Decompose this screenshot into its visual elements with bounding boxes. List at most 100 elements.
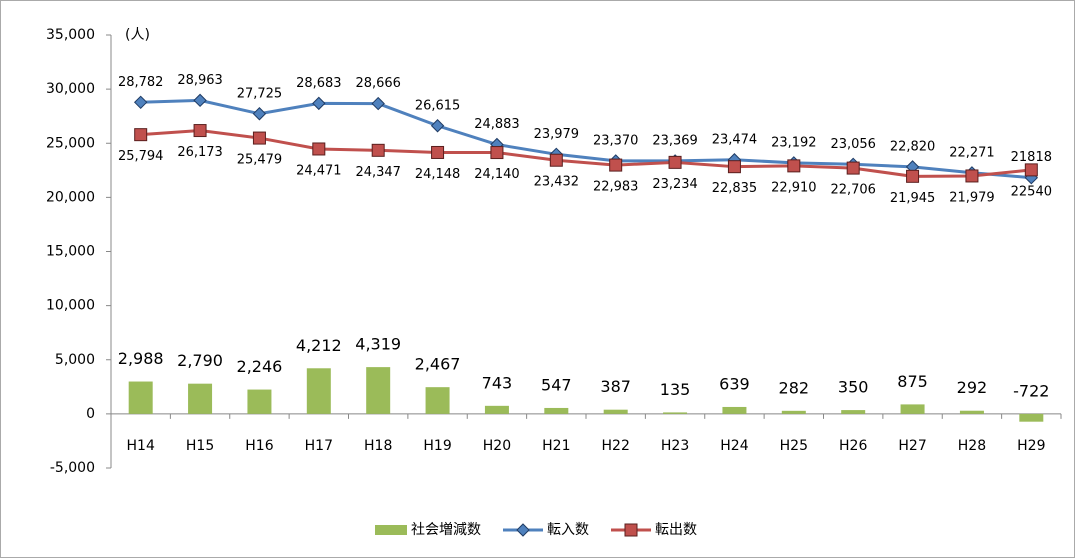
bar-value-label: 875 — [897, 372, 928, 391]
line-marker — [965, 169, 979, 183]
legend-swatch — [375, 525, 407, 535]
x-tick-label: H17 — [305, 438, 333, 454]
line-marker — [312, 142, 326, 156]
line-value-label: 23,432 — [534, 175, 580, 190]
bar-value-label: 2,790 — [177, 351, 223, 370]
line-marker — [430, 119, 445, 133]
bar — [484, 405, 509, 414]
y-tick-label: 30,000 — [46, 81, 95, 97]
x-tick-label: H15 — [186, 438, 214, 454]
line-value-label: 25,479 — [237, 153, 283, 168]
line-marker — [312, 96, 326, 111]
line-marker — [727, 160, 741, 174]
x-tick-label: H23 — [661, 438, 689, 454]
line-marker — [193, 93, 207, 108]
y-tick-label: 20,000 — [46, 189, 95, 205]
x-tick-label: H26 — [839, 438, 867, 454]
bar — [959, 410, 984, 414]
bar-value-label: 292 — [957, 378, 988, 397]
line-marker — [846, 161, 860, 175]
line-marker — [193, 124, 207, 138]
line-marker — [431, 145, 445, 159]
line-value-label: 24,471 — [296, 163, 342, 178]
line — [140, 129, 1032, 178]
line-value-label: 22,983 — [593, 180, 639, 195]
x-tick-label: H27 — [898, 438, 926, 454]
line-value-label: 28,666 — [355, 76, 401, 91]
line-value-label: 26,615 — [415, 98, 461, 113]
bar — [722, 406, 747, 414]
bar — [841, 410, 866, 414]
line-marker — [787, 159, 801, 173]
x-tick-label: H20 — [483, 438, 511, 454]
line-value-label: 21,945 — [890, 191, 936, 206]
line-value-label: 22,706 — [830, 183, 876, 198]
bar — [188, 383, 213, 414]
line-value-label: 24,347 — [355, 165, 401, 180]
y-tick-label: -5,000 — [50, 460, 95, 476]
bar-value-label: 387 — [600, 377, 631, 396]
line-marker — [371, 143, 385, 157]
bar-value-label: 2,246 — [237, 357, 283, 376]
line-value-label: 22540 — [1011, 184, 1052, 199]
line — [140, 98, 1032, 180]
x-tick-label: H22 — [602, 438, 630, 454]
bar-value-label: 4,319 — [355, 335, 401, 354]
line-marker — [668, 155, 682, 169]
bar — [247, 389, 272, 414]
line-marker — [133, 95, 148, 110]
line-value-label: 22,820 — [890, 139, 936, 154]
x-tick-label: H18 — [364, 438, 392, 454]
x-tick-label: H21 — [542, 438, 570, 454]
bar-value-label: 350 — [838, 378, 869, 397]
bar — [603, 409, 628, 414]
line-value-label: 28,683 — [296, 76, 342, 91]
y-tick-label: 15,000 — [46, 244, 95, 260]
bar — [128, 381, 153, 414]
line-value-label: 22,910 — [771, 180, 817, 195]
line-value-label: 23,979 — [534, 127, 580, 142]
bar — [366, 367, 391, 414]
bar-value-label: 4,212 — [296, 336, 342, 355]
bar — [781, 410, 806, 414]
line-value-label: 23,474 — [712, 132, 758, 147]
line-value-label: 23,056 — [830, 137, 876, 152]
bar-value-label: 2,467 — [415, 355, 461, 374]
bar — [1019, 413, 1044, 422]
line-value-label: 28,782 — [118, 75, 164, 90]
bar — [544, 407, 569, 414]
line-marker — [490, 146, 504, 160]
x-tick-label: H16 — [245, 438, 273, 454]
line-marker — [252, 131, 266, 145]
bar-value-label: 743 — [482, 373, 513, 392]
line-value-label: 21818 — [1011, 150, 1052, 165]
line-marker — [252, 107, 267, 121]
line-value-label: 27,725 — [237, 86, 283, 101]
line-value-label: 24,148 — [415, 167, 461, 182]
y-tick-label: 5,000 — [55, 352, 95, 368]
legend-label: 転出数 — [655, 522, 697, 538]
bar-value-label: 2,988 — [118, 349, 164, 368]
y-tick-label: 25,000 — [46, 135, 95, 151]
line-value-label: 26,173 — [177, 145, 223, 160]
bar-value-label: 282 — [779, 378, 810, 397]
line-value-label: 23,234 — [652, 177, 698, 192]
line-value-label: 22,835 — [712, 181, 758, 196]
legend-label: 転入数 — [547, 522, 589, 538]
bar — [425, 387, 450, 414]
bar — [306, 368, 331, 414]
bar-value-label: 547 — [541, 375, 572, 394]
line-value-label: 22,271 — [949, 145, 995, 160]
line-marker — [609, 158, 623, 172]
x-tick-label: H14 — [127, 438, 155, 454]
bar-value-label: 135 — [660, 380, 691, 399]
line-value-label: 24,140 — [474, 167, 520, 182]
line-value-label: 21,979 — [949, 190, 995, 205]
line-marker — [1024, 163, 1038, 177]
legend-marker — [624, 523, 638, 537]
y-tick-label: 10,000 — [46, 298, 95, 314]
x-tick-label: H24 — [720, 438, 748, 454]
x-tick-label: H28 — [958, 438, 986, 454]
